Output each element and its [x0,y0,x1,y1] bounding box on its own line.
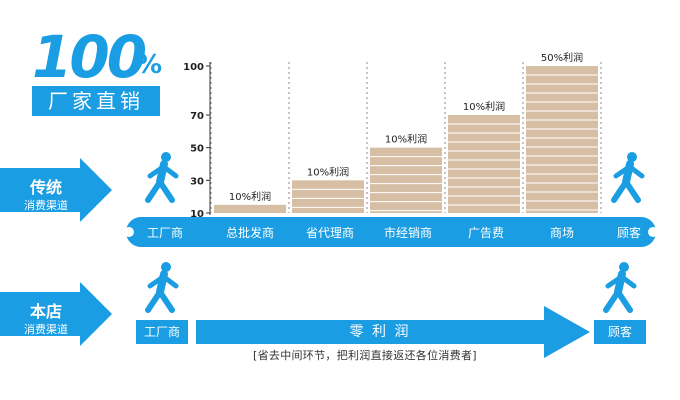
bar-value-label: 10%利润 [229,190,271,203]
bar-广告费 [448,115,520,213]
bar-总批发商 [214,204,286,213]
profit-bar-chart: 10 30 50 70 100 10%利润 10%利润 10%利润 10%利润 50%利润 [183,51,602,220]
bar-value-label: 10%利润 [307,165,349,178]
factory-label: 工厂商 [143,325,180,339]
traditional-flow-pill [126,217,656,247]
zero-profit-arrow [196,306,590,358]
pill-label-city-dealer: 市经销商 [383,226,432,240]
pill-label-mall: 商场 [549,226,574,240]
store-subtitle: 消费渠道 [24,323,68,336]
customer-box [594,320,646,344]
traditional-channel-label: 传统 消费渠道 [6,178,86,214]
bar-商场 [526,66,598,213]
bar-value-label: 50%利润 [541,51,583,64]
headline-100: 100 [32,23,147,91]
y-tick-label: 30 [190,176,204,187]
pill-label-wholesaler: 总批发商 [225,226,274,240]
factory-box [136,320,188,344]
traditional-title: 传统 [29,178,62,197]
bar-省代理商 [292,180,364,213]
y-tick-label: 10 [190,209,204,220]
traditional-subtitle: 消费渠道 [24,199,68,212]
store-title: 本店 [29,302,62,321]
pill-label-customer: 顾客 [616,226,641,240]
headline-percent: % [136,50,163,80]
bar-市经销商 [370,147,442,213]
zero-profit-label: 零 利 润 [349,324,411,340]
y-tick-label: 70 [190,111,204,122]
pill-label-factory: 工厂商 [146,226,183,240]
y-tick-label: 100 [183,62,204,73]
pill-left-cap [124,227,134,237]
walking-person-icon-customer-top [611,152,645,203]
walking-person-icon-factory-top [145,152,179,203]
store-channel-arrow [0,282,112,346]
store-channel-label: 本店 消费渠道 [6,302,86,338]
savings-note: [省去中间环节，把利润直接返还各位消费者] [253,349,477,362]
direct-sale-banner: 厂家直销 [32,86,160,116]
pill-right-cap [648,227,658,237]
customer-label: 顾客 [607,325,632,339]
y-tick-label: 50 [190,144,204,155]
traditional-channel-arrow [0,158,112,222]
walking-person-icon-customer-bottom [603,262,637,313]
bar-value-label: 10%利润 [463,100,505,113]
walking-person-icon-factory-bottom [145,262,179,313]
pill-label-provincial-agent: 省代理商 [305,226,354,240]
pill-label-advertising: 广告费 [467,226,504,240]
bar-value-label: 10%利润 [385,133,427,146]
